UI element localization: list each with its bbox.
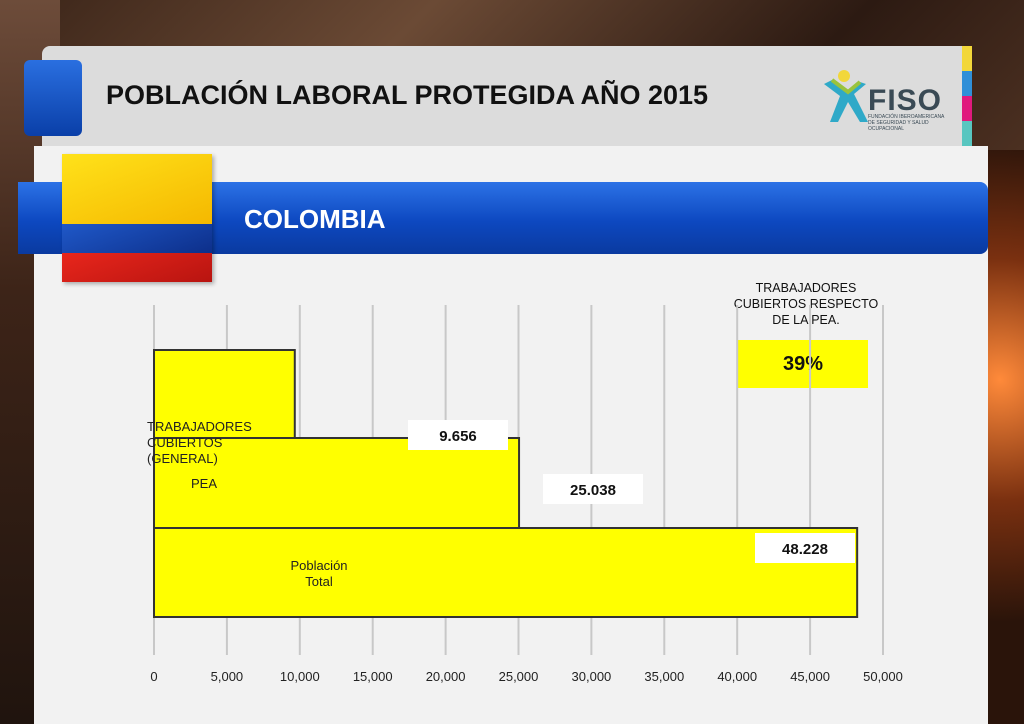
- logo-name: FISO: [868, 84, 943, 117]
- x-tick-label: 35,000: [644, 669, 684, 684]
- header-accent-tab: [24, 60, 82, 136]
- coverage-note: TRABAJADORES CUBIERTOS RESPECTO DE LA PE…: [733, 281, 879, 327]
- logo-subtitle: FUNDACIÓN IBEROAMERICANA DE SEGURIDAD Y …: [868, 114, 945, 132]
- country-bar: [212, 182, 988, 254]
- x-tick-label: 40,000: [717, 669, 757, 684]
- x-tick-label: 30,000: [572, 669, 612, 684]
- flag-yellow-stripe: [62, 154, 212, 225]
- colombia-flag-icon: [62, 154, 212, 282]
- country-name: COLOMBIA: [244, 204, 386, 234]
- page-title: POBLACIÓN LABORAL PROTEGIDA AÑO 2015: [106, 80, 709, 110]
- flag-blue-stripe: [62, 224, 212, 253]
- x-tick-label: 5,000: [211, 669, 244, 684]
- color-strip-segment: [962, 96, 972, 121]
- data-label: 25.038: [570, 482, 616, 499]
- category-label: Población Total: [290, 558, 347, 589]
- data-label: 9.656: [439, 428, 477, 445]
- x-tick-label: 25,000: [499, 669, 539, 684]
- fiso-logo-icon: [824, 70, 868, 122]
- flag-red-stripe: [62, 252, 212, 282]
- color-strip: [962, 46, 972, 146]
- coverage-percentage: 39%: [738, 340, 868, 388]
- x-tick-label: 0: [150, 669, 157, 684]
- bar: [153, 527, 859, 618]
- data-label-box: [408, 420, 508, 450]
- bar: [153, 349, 296, 439]
- color-strip-segment: [962, 121, 972, 146]
- x-tick-label: 15,000: [353, 669, 393, 684]
- x-tick-label: 50,000: [863, 669, 903, 684]
- x-tick-label: 20,000: [426, 669, 466, 684]
- category-label: PEA: [191, 476, 217, 491]
- x-tick-label: 10,000: [280, 669, 320, 684]
- country-bar-left: [18, 182, 62, 254]
- x-tick-label: 45,000: [790, 669, 830, 684]
- data-label: 48.228: [782, 541, 828, 558]
- color-strip-segment: [962, 71, 972, 96]
- category-label: TRABAJADORES CUBIERTOS (GENERAL): [147, 419, 252, 466]
- header-panel: [42, 46, 972, 146]
- data-label-box: [755, 533, 855, 563]
- data-label-box: [543, 474, 643, 504]
- color-strip-segment: [962, 46, 972, 71]
- bar: [153, 437, 521, 529]
